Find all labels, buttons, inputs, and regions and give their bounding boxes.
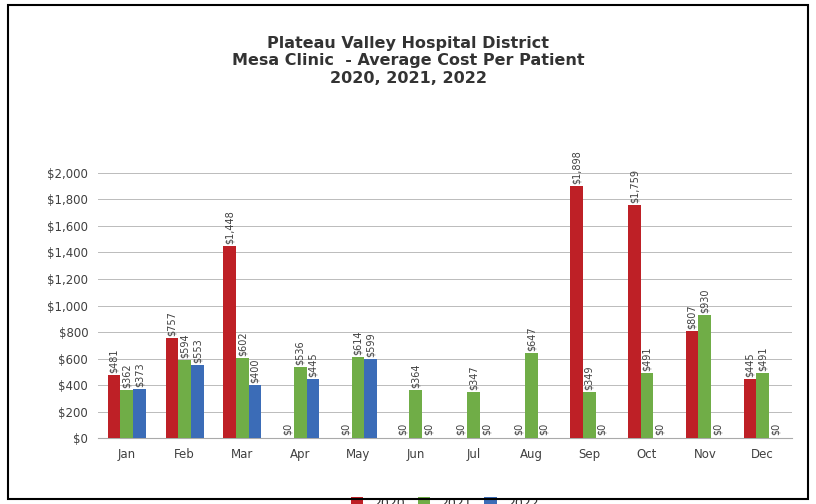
Bar [133,389,146,438]
Bar [249,386,261,438]
Text: $364: $364 [410,363,421,388]
Text: $400: $400 [251,359,260,384]
Text: $445: $445 [308,353,318,377]
Text: $347: $347 [468,366,479,391]
Text: $1,898: $1,898 [571,151,582,184]
Bar [743,380,756,438]
Bar [410,390,422,438]
Bar [166,338,178,438]
Bar [570,186,583,438]
Text: $614: $614 [353,331,363,355]
Bar [641,373,654,438]
Bar [698,315,712,438]
Text: $0: $0 [481,423,491,435]
Text: $757: $757 [167,311,177,336]
Text: $602: $602 [237,332,247,356]
Bar [628,205,641,438]
Text: $0: $0 [282,423,292,435]
Text: $362: $362 [122,364,132,389]
Text: Plateau Valley Hospital District
Mesa Clinic  - Average Cost Per Patient
2020, 2: Plateau Valley Hospital District Mesa Cl… [232,36,584,86]
Text: $0: $0 [456,423,466,435]
Text: $0: $0 [539,423,549,435]
Bar [365,359,377,438]
Bar [108,374,121,438]
Text: $536: $536 [295,341,305,365]
Text: $491: $491 [757,347,768,371]
Text: $0: $0 [398,423,408,435]
Bar [525,352,538,438]
Legend: 2020, 2021, 2022: 2020, 2021, 2022 [346,491,543,504]
Text: $349: $349 [584,365,594,390]
Text: $0: $0 [597,423,607,435]
Bar [685,331,698,438]
Text: $594: $594 [180,333,189,357]
Text: $553: $553 [193,338,202,363]
Bar [178,359,191,438]
Bar [121,391,133,438]
Text: $647: $647 [526,326,536,350]
Text: $0: $0 [712,423,722,435]
Text: $0: $0 [654,423,665,435]
Text: $1,448: $1,448 [224,210,235,244]
Bar [191,365,204,438]
Bar [294,367,307,438]
Text: $481: $481 [109,348,119,372]
Text: $491: $491 [642,347,652,371]
Text: $0: $0 [514,423,524,435]
Bar [307,380,319,438]
Bar [352,357,365,438]
Text: $807: $807 [687,304,697,329]
Bar [224,246,236,438]
Text: $0: $0 [424,423,433,435]
Text: $930: $930 [700,288,710,313]
Text: $599: $599 [366,332,375,357]
Bar [756,373,769,438]
Text: $0: $0 [340,423,350,435]
Text: $445: $445 [745,353,755,377]
Text: $1,759: $1,759 [629,169,639,203]
Bar [468,393,480,438]
Bar [236,358,249,438]
Text: $0: $0 [770,423,780,435]
Text: $373: $373 [135,362,144,387]
Bar [583,392,596,438]
